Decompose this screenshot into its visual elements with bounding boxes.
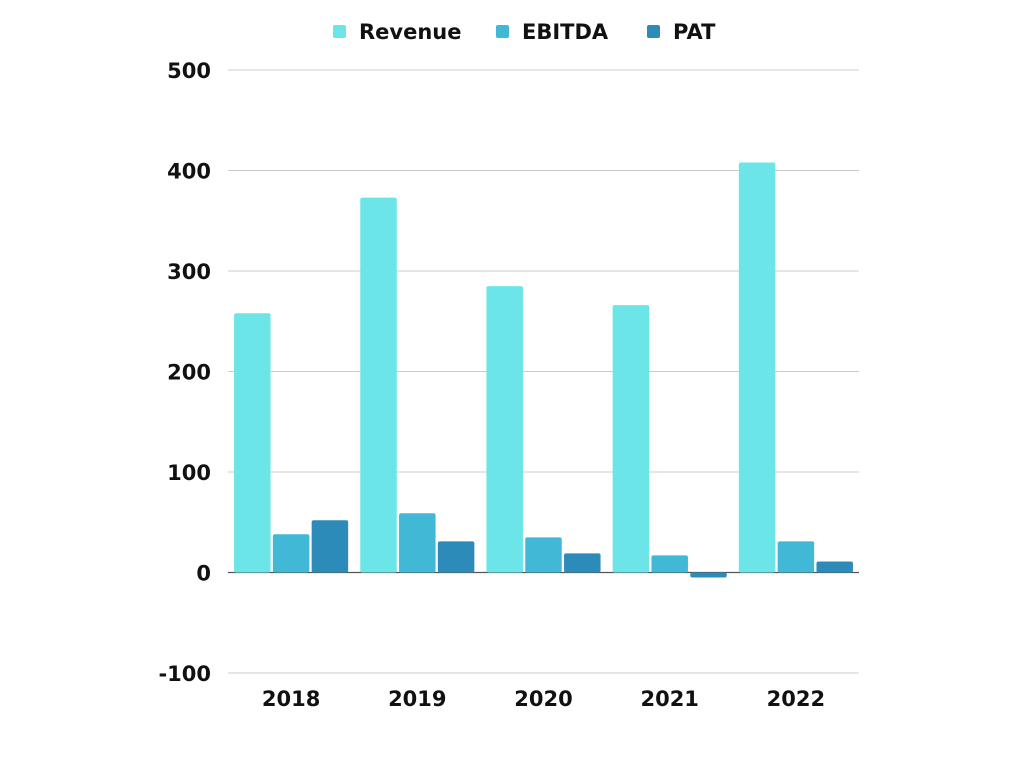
x-tick-label: 2020 [514, 687, 572, 711]
legend-label-revenue: Revenue [359, 20, 462, 44]
y-tick-label: 0 [196, 562, 211, 586]
bar-revenue-2020 [486, 286, 523, 573]
y-tick-label: 100 [167, 461, 211, 485]
legend: Revenue EBITDA PAT [333, 20, 716, 44]
legend-swatch-revenue [333, 25, 346, 38]
bar-ebitda-2021 [651, 555, 688, 573]
bars [234, 162, 853, 578]
bar-pat-2021 [690, 572, 727, 578]
bar-pat-2018 [311, 520, 349, 573]
bar-ebitda-2019 [399, 513, 436, 573]
bar-revenue-2021 [612, 305, 650, 573]
y-tick-label: 400 [167, 160, 211, 184]
legend-label-pat: PAT [673, 20, 716, 44]
x-axis: 2018 2019 2020 2021 2022 [262, 687, 825, 711]
bar-pat-2019 [437, 541, 475, 573]
bar-revenue-2018 [234, 313, 271, 573]
x-tick-label: 2022 [767, 687, 825, 711]
legend-label-ebitda: EBITDA [522, 20, 609, 44]
x-tick-label: 2019 [388, 687, 446, 711]
bar-ebitda-2020 [525, 537, 562, 573]
bar-pat-2020 [564, 553, 601, 573]
y-axis: 500 400 300 200 100 0 -100 [158, 59, 211, 686]
y-tick-label: 200 [167, 361, 211, 385]
y-tick-label: -100 [158, 662, 211, 686]
bar-revenue-2019 [360, 197, 397, 573]
bar-ebitda-2022 [777, 541, 815, 573]
bar-revenue-2022 [738, 162, 776, 573]
x-tick-label: 2021 [640, 687, 698, 711]
legend-swatch-ebitda [496, 25, 509, 38]
y-tick-label: 500 [167, 59, 211, 83]
bar-ebitda-2018 [272, 534, 310, 573]
bar-pat-2022 [816, 561, 853, 573]
legend-swatch-pat [647, 25, 660, 38]
y-tick-label: 300 [167, 260, 211, 284]
x-tick-label: 2018 [262, 687, 320, 711]
